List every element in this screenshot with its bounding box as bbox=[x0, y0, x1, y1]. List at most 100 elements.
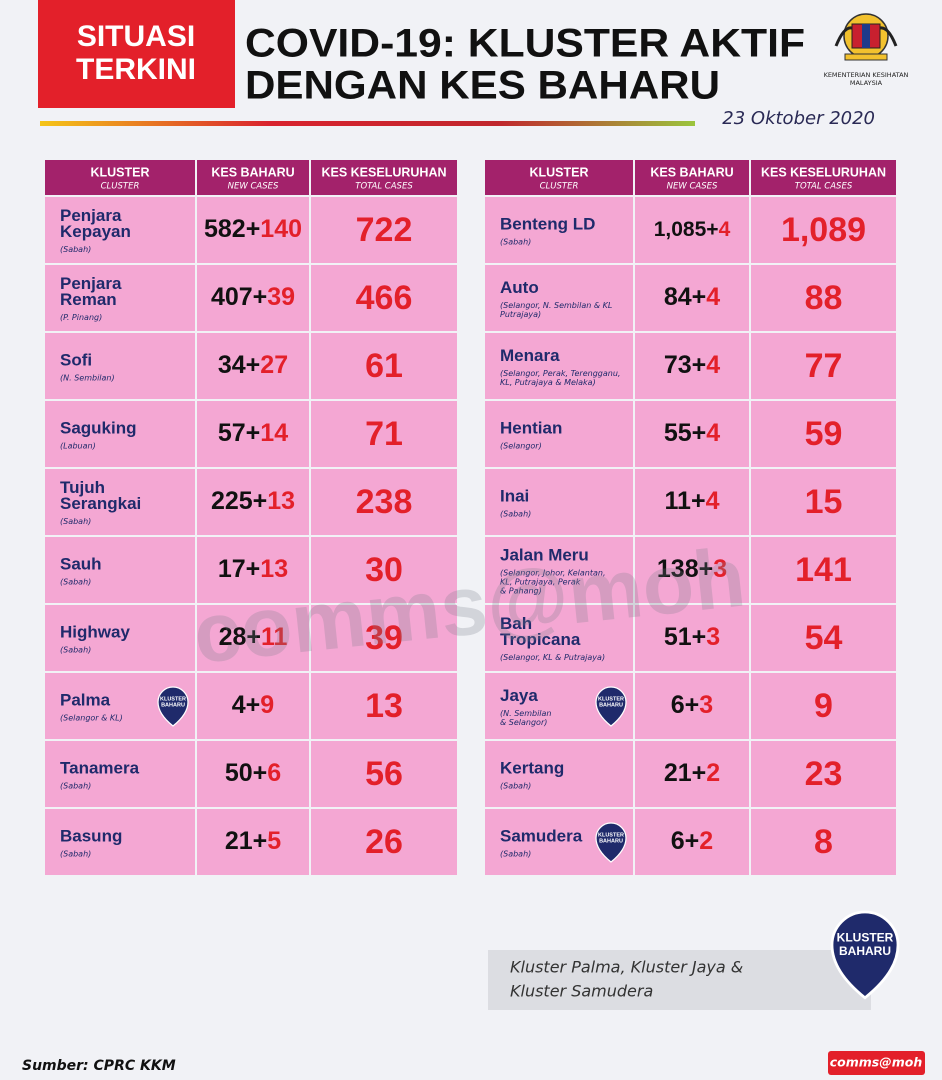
cluster-region: (Sabah) bbox=[60, 782, 91, 791]
new-cases-base: 17+ bbox=[218, 555, 260, 583]
new-cluster-pin bbox=[595, 822, 627, 863]
total-cases: 77 bbox=[805, 347, 843, 385]
cell bbox=[751, 401, 896, 467]
cell bbox=[635, 197, 749, 263]
badge-box bbox=[38, 0, 235, 108]
total-cases: 54 bbox=[805, 619, 843, 657]
cell bbox=[485, 401, 633, 467]
cell bbox=[485, 537, 633, 603]
new-cases: 57+14 bbox=[218, 419, 288, 447]
new-cases: 6+3 bbox=[671, 691, 713, 719]
new-cluster-pin-text: KLUSTER bbox=[837, 931, 894, 945]
cell bbox=[197, 197, 309, 263]
column-label: KLUSTER bbox=[90, 165, 149, 179]
cell bbox=[45, 333, 195, 399]
column-sub: NEW CASES bbox=[228, 182, 279, 192]
new-cases: 55+4 bbox=[664, 419, 720, 447]
new-cases-base: 50+ bbox=[225, 759, 267, 787]
cell bbox=[311, 741, 457, 807]
cluster-region: KL, Putrajaya, Perak bbox=[500, 578, 581, 587]
total-cases: 88 bbox=[805, 279, 843, 317]
cell bbox=[485, 265, 633, 331]
cell bbox=[635, 401, 749, 467]
cluster-region: KL, Putrajaya & Melaka) bbox=[500, 378, 596, 387]
new-cases: 407+39 bbox=[211, 283, 295, 311]
cluster-region: (Selangor) bbox=[500, 442, 542, 451]
new-cases-base: 6+ bbox=[671, 827, 700, 855]
cell bbox=[751, 809, 896, 875]
new-cases: 73+4 bbox=[664, 351, 720, 379]
cell bbox=[635, 469, 749, 535]
cell bbox=[751, 537, 896, 603]
title-line: COVID-19: KLUSTER AKTIF bbox=[245, 22, 805, 66]
new-cases-base: 28+ bbox=[219, 623, 261, 651]
new-cases-added: 3 bbox=[713, 555, 727, 583]
new-cases: 28+11 bbox=[219, 623, 288, 651]
cell bbox=[197, 605, 309, 671]
cluster-region: (Sabah) bbox=[500, 238, 531, 247]
cluster-name: Serangkai bbox=[60, 494, 141, 513]
cell bbox=[635, 265, 749, 331]
cluster-region: (Selangor & KL) bbox=[60, 714, 123, 723]
cell bbox=[197, 741, 309, 807]
column-sub: CLUSTER bbox=[540, 182, 579, 192]
new-cases: 11+4 bbox=[665, 487, 720, 515]
cell bbox=[45, 265, 195, 331]
cluster-name: Sauh bbox=[60, 554, 102, 573]
cluster-region: & Selangor) bbox=[500, 718, 547, 727]
cluster-region: (Selangor, Johor, Kelantan, bbox=[500, 569, 606, 578]
cluster-name: Penjara bbox=[60, 274, 122, 293]
new-cases: 225+13 bbox=[211, 487, 295, 515]
cell bbox=[197, 809, 309, 875]
new-cases-base: 6+ bbox=[671, 691, 700, 719]
total-cases: 71 bbox=[365, 415, 403, 453]
source: Sumber: CPRC KKM bbox=[22, 1058, 176, 1074]
cell bbox=[635, 673, 749, 739]
cell bbox=[311, 809, 457, 875]
new-cases: 21+2 bbox=[664, 759, 720, 787]
cell bbox=[45, 537, 195, 603]
cell bbox=[311, 333, 457, 399]
cluster-region: (Selangor, KL & Putrajaya) bbox=[500, 653, 605, 662]
cell bbox=[311, 605, 457, 671]
total-cases: 8 bbox=[814, 823, 833, 861]
column-label: KES BAHARU bbox=[211, 165, 294, 179]
column-sub: NEW CASES bbox=[667, 182, 718, 192]
cluster-region: (Selangor, N. Sembilan & KL bbox=[500, 301, 612, 310]
column-header bbox=[751, 160, 896, 195]
cluster-region: (Sabah) bbox=[500, 850, 531, 859]
column-header bbox=[197, 160, 309, 195]
column-header bbox=[635, 160, 749, 195]
cell bbox=[751, 469, 896, 535]
new-cases: 84+4 bbox=[664, 283, 720, 311]
cell bbox=[197, 673, 309, 739]
total-cases: 61 bbox=[365, 347, 403, 385]
column-sub: TOTAL CASES bbox=[355, 182, 413, 192]
cluster-name: Auto bbox=[500, 278, 539, 297]
cluster-name: Menara bbox=[500, 346, 560, 365]
cluster-name: Jaya bbox=[500, 686, 538, 705]
cell bbox=[751, 265, 896, 331]
cluster-name: Hentian bbox=[500, 418, 562, 437]
new-cases-base: 1,085+ bbox=[654, 218, 719, 241]
cell bbox=[197, 265, 309, 331]
date: 23 Oktober 2020 bbox=[722, 108, 875, 129]
new-cases-base: 21+ bbox=[664, 759, 706, 787]
new-cases: 50+6 bbox=[225, 759, 281, 787]
cell bbox=[45, 605, 195, 671]
new-cases-added: 2 bbox=[699, 827, 713, 855]
total-cases: 26 bbox=[365, 823, 403, 861]
new-cases-added: 13 bbox=[260, 555, 288, 583]
cell bbox=[311, 673, 457, 739]
new-cases: 17+13 bbox=[218, 555, 288, 583]
cluster-name: Jalan Meru bbox=[500, 545, 589, 564]
new-cases: 51+3 bbox=[664, 623, 720, 651]
new-cases-added: 3 bbox=[699, 691, 713, 719]
new-cluster-pin-text: BAHARU bbox=[599, 702, 623, 708]
column-label: KLUSTER bbox=[529, 165, 588, 179]
new-cluster-pin bbox=[595, 686, 627, 727]
cluster-name: Tropicana bbox=[500, 630, 581, 649]
cell bbox=[635, 537, 749, 603]
new-cluster-pin-text: KLUSTER bbox=[598, 832, 624, 838]
